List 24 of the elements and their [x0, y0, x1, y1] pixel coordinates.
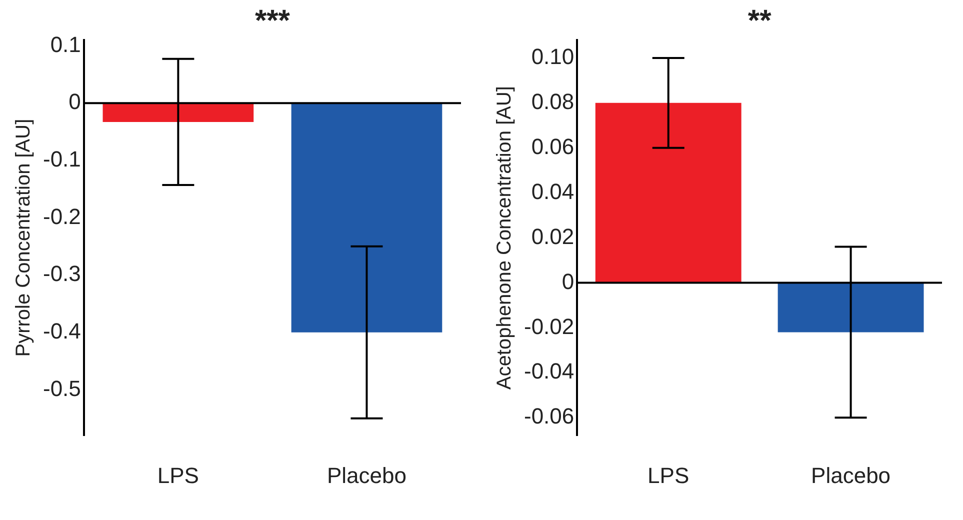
y-tick-label: 0.1: [50, 32, 81, 57]
y-tick-label: -0.04: [524, 358, 574, 384]
y-tick-label: -0.1: [42, 146, 81, 172]
y-tick-label: 0.10: [531, 44, 574, 70]
y-tick-label: -0.06: [524, 404, 574, 429]
y-tick-label: 0.04: [531, 178, 574, 204]
y-tick-label: 0.02: [531, 224, 574, 249]
text: **: [748, 4, 772, 38]
y-tick-label: -0.4: [42, 318, 81, 344]
y-tick-label: -0.02: [524, 314, 574, 339]
x-tick-label: LPS: [648, 462, 690, 488]
y-tick-label: -0.3: [42, 261, 81, 286]
y-tick-label: 0.06: [531, 134, 574, 159]
y-tick-label: -0.5: [42, 376, 81, 401]
text: ***: [254, 4, 290, 38]
x-tick-label: Placebo: [326, 462, 406, 488]
x-tick-label: LPS: [157, 462, 199, 488]
y-tick-label: -0.2: [42, 204, 81, 229]
y-axis-title: Acetophenone Concentration [AU]: [494, 86, 516, 390]
y-tick-label: 0.08: [531, 89, 574, 114]
y-axis-title: Pyrrole Concentration [AU]: [12, 118, 35, 357]
y-tick-label: 0: [562, 268, 574, 294]
x-tick-label: Placebo: [811, 462, 891, 488]
y-tick-label: 0: [68, 89, 81, 114]
